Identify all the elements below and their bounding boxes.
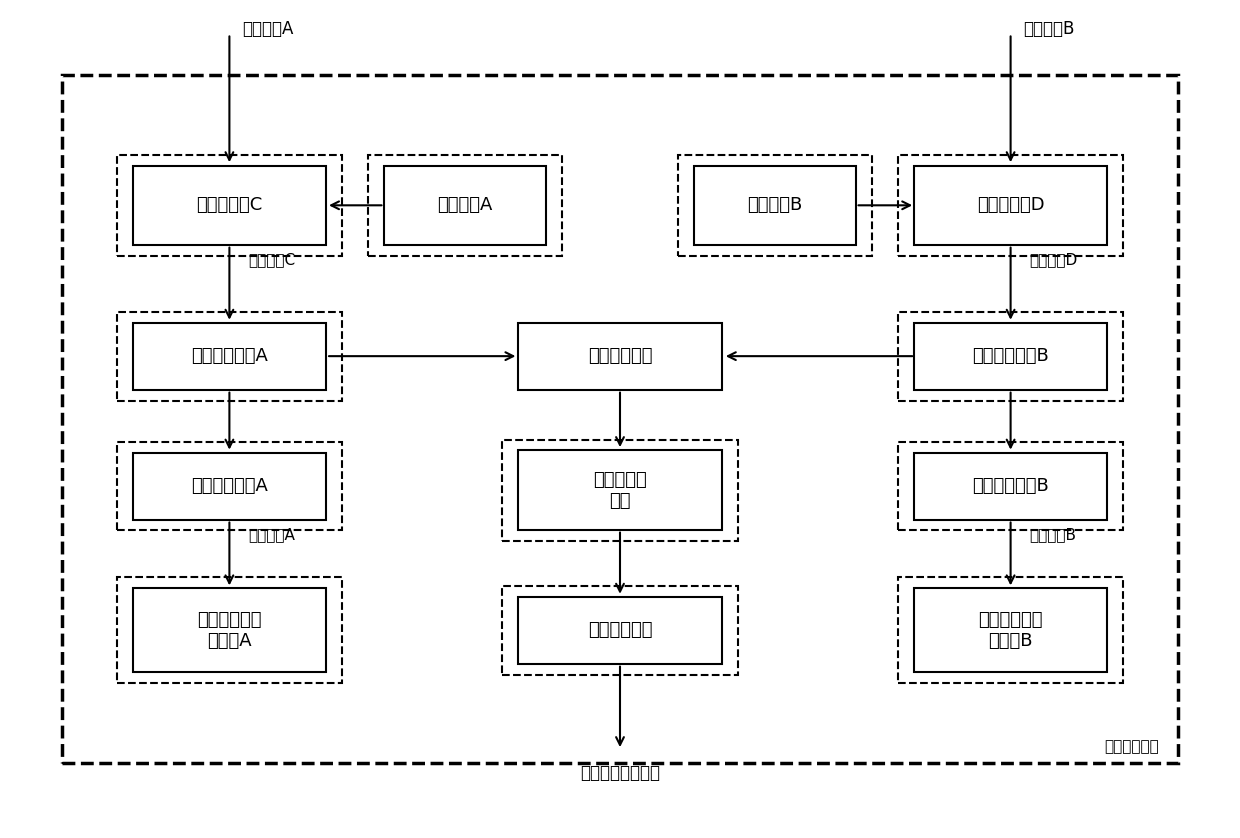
Bar xyxy=(134,453,326,520)
Text: 中频信号C: 中频信号C xyxy=(248,252,295,267)
Text: 数字信号B: 数字信号B xyxy=(1029,527,1076,542)
Bar xyxy=(517,323,722,390)
Bar xyxy=(914,588,1106,672)
Bar xyxy=(384,166,546,245)
Text: 非相干累积
电路: 非相干累积 电路 xyxy=(593,471,647,510)
Text: 中频信号D: 中频信号D xyxy=(1029,252,1078,267)
Text: 干扰识别电路: 干扰识别电路 xyxy=(1105,739,1159,754)
Bar xyxy=(368,154,562,256)
Bar xyxy=(134,166,326,245)
Text: 下变频电路D: 下变频电路D xyxy=(977,196,1044,215)
Bar xyxy=(134,588,326,672)
Text: 中频信号B: 中频信号B xyxy=(1023,20,1074,39)
Text: 快速傅里叶变
换电路B: 快速傅里叶变 换电路B xyxy=(978,611,1043,649)
Text: 本振电路A: 本振电路A xyxy=(438,196,492,215)
Bar xyxy=(914,166,1106,245)
Bar xyxy=(117,312,342,401)
Bar xyxy=(898,154,1123,256)
Bar xyxy=(694,166,856,245)
Bar xyxy=(898,442,1123,530)
Bar xyxy=(914,323,1106,390)
Text: 下变频电路C: 下变频电路C xyxy=(196,196,263,215)
Text: 模数转换电路A: 模数转换电路A xyxy=(191,477,268,495)
Text: 门限判决电路: 门限判决电路 xyxy=(588,621,652,639)
Bar xyxy=(517,597,722,664)
Bar xyxy=(117,154,342,256)
Text: 数字信号A: 数字信号A xyxy=(248,527,295,542)
Text: 本振电路B: 本振电路B xyxy=(748,196,802,215)
Text: 中频信号A: 中频信号A xyxy=(242,20,293,39)
Bar xyxy=(517,451,722,530)
Bar xyxy=(501,586,738,675)
Text: 模数转换电路B: 模数转换电路B xyxy=(972,477,1049,495)
Bar xyxy=(898,312,1123,401)
Text: 相关处理电路: 相关处理电路 xyxy=(588,347,652,365)
Bar xyxy=(914,453,1106,520)
Text: 干扰识别判决信号: 干扰识别判决信号 xyxy=(580,763,660,782)
Text: 快速傅里叶变
换电路A: 快速傅里叶变 换电路A xyxy=(197,611,262,649)
Bar xyxy=(134,323,326,390)
Bar xyxy=(117,577,342,683)
Text: 中频滤波电路B: 中频滤波电路B xyxy=(972,347,1049,365)
Bar xyxy=(501,439,738,541)
Bar xyxy=(898,577,1123,683)
Bar xyxy=(678,154,872,256)
Bar xyxy=(62,75,1178,763)
Text: 中频滤波电路A: 中频滤波电路A xyxy=(191,347,268,365)
Bar xyxy=(117,442,342,530)
